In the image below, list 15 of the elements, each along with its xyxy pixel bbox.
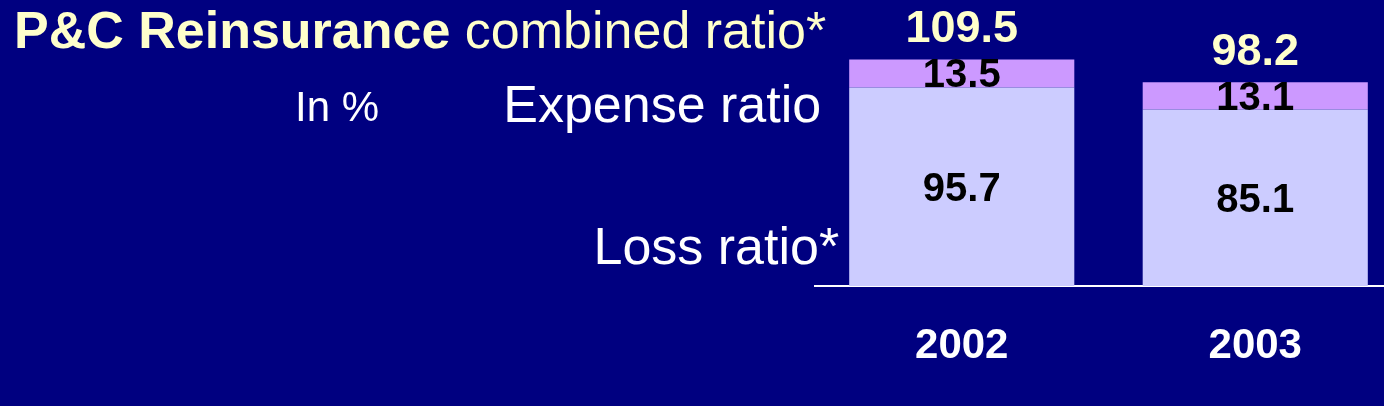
- text: In %: [295, 83, 380, 130]
- x-tick-label: 2003: [1208, 319, 1302, 367]
- annotation: 98.2: [1211, 24, 1300, 76]
- data-label: 85.1: [1216, 175, 1295, 220]
- data-label: 13.1: [1216, 73, 1295, 118]
- bar: [849, 87, 1075, 286]
- series-label: Loss ratio*: [593, 217, 840, 275]
- bar: [1142, 109, 1368, 286]
- text: P&C Reinsurance: [14, 1, 451, 59]
- data-label: 13.5: [922, 51, 1001, 96]
- x-tick-label: 2002: [915, 319, 1009, 367]
- series-label: Expense ratio: [503, 75, 822, 134]
- text: 109.5: [905, 1, 1019, 53]
- chart-subtitle: combined ratio*: [464, 1, 827, 59]
- data-label: 95.7: [922, 164, 1001, 209]
